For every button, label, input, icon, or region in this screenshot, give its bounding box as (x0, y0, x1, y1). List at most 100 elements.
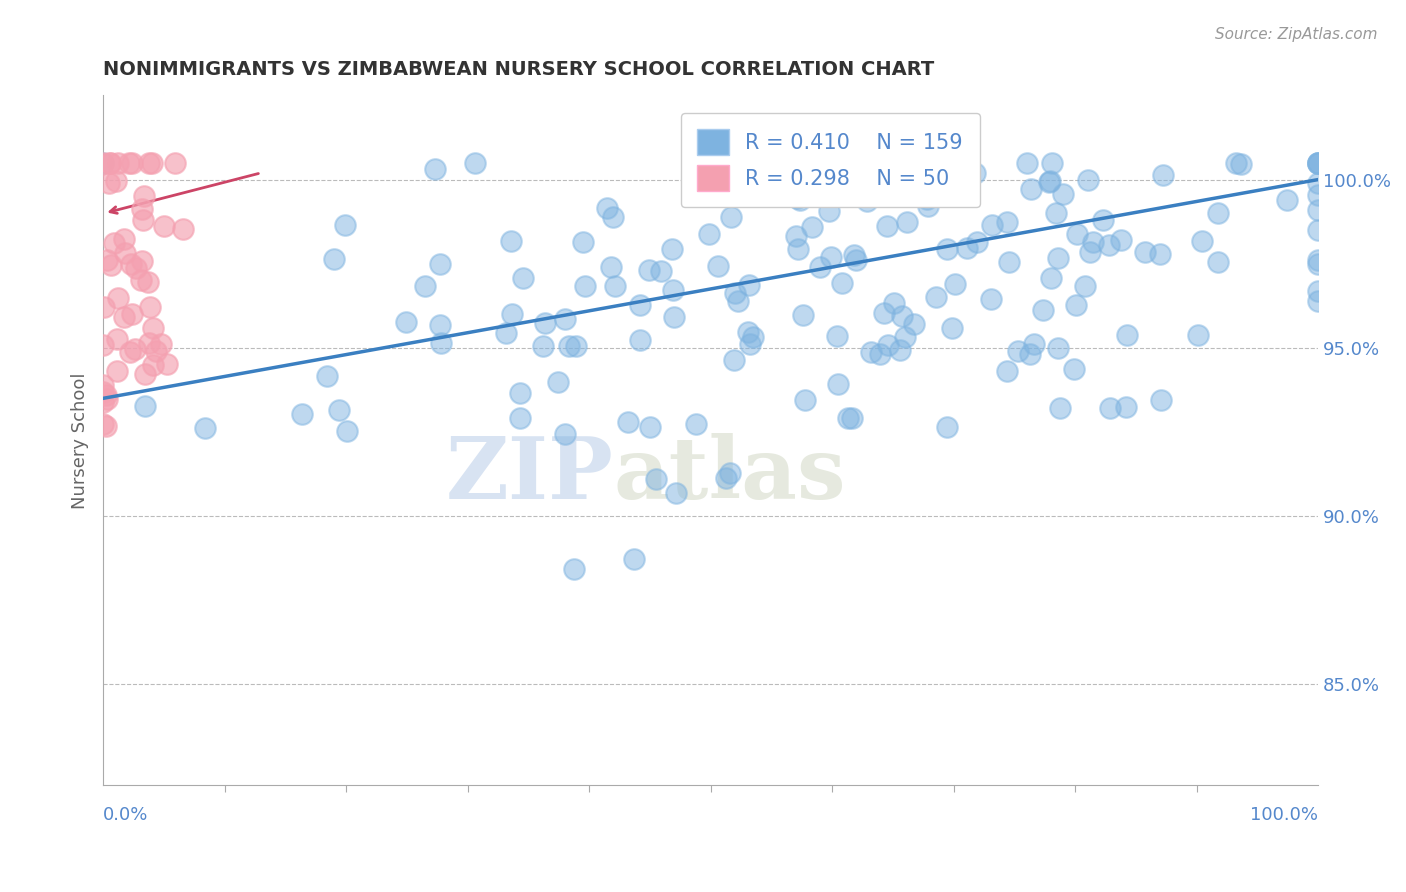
Point (395, 315, 418, 329)
Point (596, 201, 619, 215)
Point (915, 192, 938, 206)
Point (94, 388, 117, 402)
Point (118, 155, 141, 169)
Point (554, 427, 576, 442)
Point (786, 190, 808, 204)
Point (903, 318, 925, 332)
Point (623, 552, 645, 566)
Point (429, 257, 451, 271)
Point (818, 204, 841, 219)
Point (91, 385, 114, 400)
Point (1229, 157, 1251, 171)
Point (1308, 155, 1330, 169)
Point (924, 290, 946, 304)
Point (1308, 155, 1330, 169)
Point (824, 155, 846, 169)
Point (145, 344, 167, 359)
Point (855, 194, 877, 208)
Point (1206, 255, 1229, 269)
Point (335, 424, 357, 438)
Point (112, 232, 135, 246)
Point (664, 310, 686, 324)
Point (718, 467, 741, 481)
Point (501, 307, 523, 321)
Point (131, 202, 153, 216)
Point (1040, 270, 1063, 285)
Text: Source: ZipAtlas.com: Source: ZipAtlas.com (1215, 27, 1378, 42)
Point (103, 236, 125, 251)
Point (980, 218, 1002, 232)
Point (1015, 155, 1038, 169)
Point (150, 337, 173, 351)
Point (714, 471, 737, 485)
Point (1063, 362, 1085, 376)
Point (605, 279, 627, 293)
Point (129, 273, 152, 287)
Point (936, 242, 959, 256)
Point (142, 358, 165, 372)
Point (1111, 233, 1133, 247)
Point (134, 367, 156, 381)
Point (91, 417, 114, 431)
Point (125, 261, 148, 276)
Point (737, 325, 759, 339)
Point (661, 242, 683, 256)
Point (873, 187, 896, 202)
Point (720, 210, 742, 224)
Point (1099, 401, 1122, 415)
Point (112, 310, 135, 324)
Point (107, 291, 129, 305)
Point (91, 155, 114, 169)
Point (430, 335, 453, 350)
Point (617, 415, 640, 429)
Point (965, 166, 987, 180)
Point (1308, 257, 1330, 271)
Point (1039, 174, 1062, 188)
Point (423, 162, 446, 177)
Point (1225, 155, 1247, 169)
Point (512, 270, 534, 285)
Point (1275, 193, 1298, 207)
Point (741, 330, 763, 344)
Point (827, 377, 849, 392)
Point (1187, 327, 1209, 342)
Point (100, 155, 122, 169)
Point (1066, 227, 1088, 241)
Y-axis label: Nursery School: Nursery School (72, 372, 89, 508)
Point (132, 189, 155, 203)
Point (876, 219, 898, 233)
Point (562, 562, 585, 576)
Point (638, 263, 661, 277)
Point (1032, 302, 1054, 317)
Point (697, 227, 720, 241)
Point (831, 276, 853, 290)
Point (1308, 155, 1330, 169)
Point (172, 222, 194, 236)
Point (574, 279, 596, 293)
Point (1098, 238, 1121, 252)
Point (509, 385, 531, 400)
Point (136, 276, 159, 290)
Point (1149, 246, 1171, 260)
Point (740, 337, 762, 351)
Point (98, 176, 121, 190)
Point (808, 260, 831, 274)
Point (134, 399, 156, 413)
Point (917, 199, 939, 213)
Point (792, 308, 814, 322)
Point (872, 306, 894, 320)
Text: atlas: atlas (613, 433, 846, 516)
Point (1206, 206, 1229, 220)
Point (793, 392, 815, 407)
Point (785, 229, 807, 244)
Point (131, 253, 153, 268)
Point (96, 253, 118, 268)
Point (966, 235, 988, 249)
Point (936, 420, 959, 434)
Point (837, 411, 859, 425)
Point (723, 353, 745, 368)
Point (415, 278, 437, 293)
Point (1040, 155, 1063, 169)
Point (1115, 401, 1137, 415)
Point (1308, 294, 1330, 309)
